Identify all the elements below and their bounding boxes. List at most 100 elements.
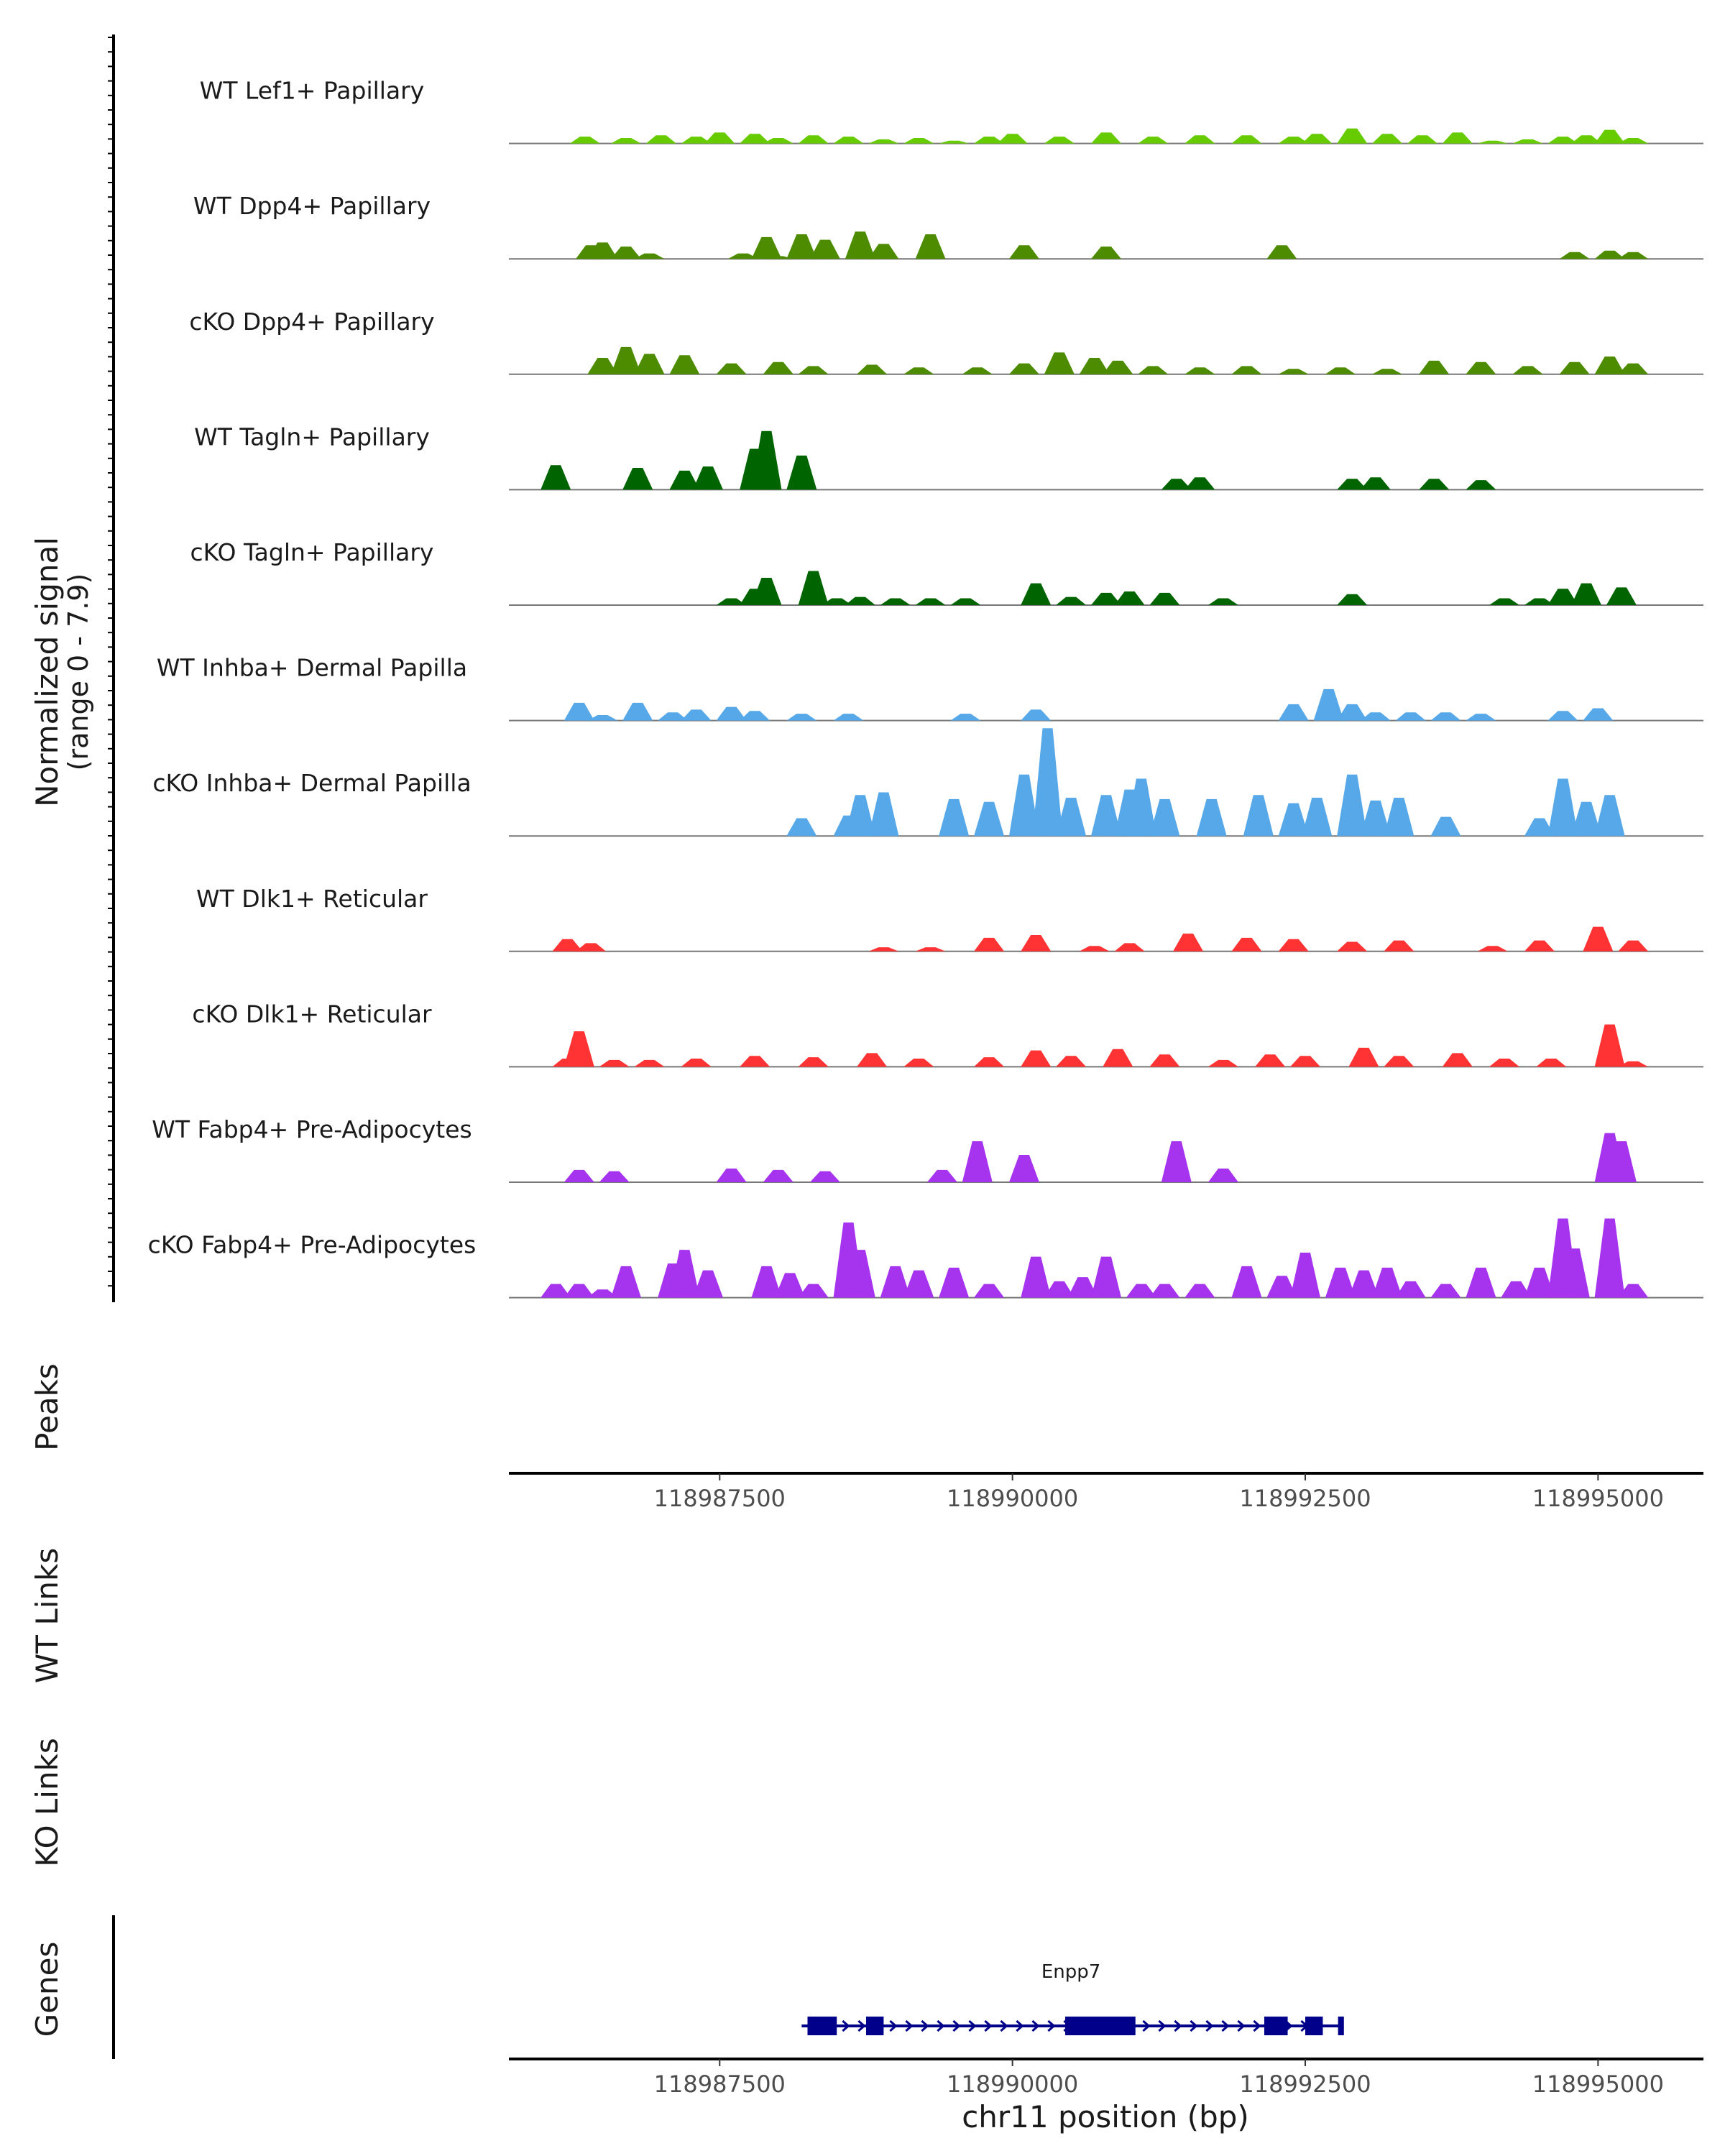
signal-peak <box>1606 1141 1637 1182</box>
signal-peak <box>634 354 665 374</box>
signal-peak <box>974 801 1005 837</box>
signal-peak <box>1290 1252 1320 1298</box>
signal-peak <box>1278 803 1309 837</box>
signal-peak <box>1008 245 1039 259</box>
signal-peak <box>1231 1266 1262 1298</box>
signal-peak <box>845 596 875 605</box>
signal-peak <box>1583 926 1614 952</box>
signal-peak <box>857 364 888 374</box>
signal-tracks: WT Lef1+ Papillary WT Dpp4+ Papillary cKO … <box>148 77 1703 1299</box>
track-8: cKO Dlk1+ Reticular <box>192 1000 1703 1068</box>
signal-peak <box>1571 583 1602 605</box>
signal-peak <box>1407 135 1438 144</box>
track-label: cKO Tagln+ Papillary <box>190 538 434 566</box>
signal-peak <box>798 571 829 605</box>
signal-peak <box>587 715 618 721</box>
signal-peak <box>645 135 676 144</box>
signal-peak <box>1103 1049 1133 1067</box>
y-axis-label: Normalized signal <box>29 537 65 807</box>
signal-peak <box>1278 704 1309 721</box>
gene-model: Enpp7 <box>801 1961 1344 2035</box>
signal-peak <box>1442 1053 1473 1067</box>
signal-peak <box>693 466 723 490</box>
signal-peak <box>1337 941 1368 952</box>
track-label: cKO Dlk1+ Reticular <box>192 1000 432 1028</box>
signal-peak <box>1372 369 1403 374</box>
signal-peak <box>1547 778 1578 837</box>
signal-peak <box>1290 1056 1320 1067</box>
signal-peak <box>974 937 1005 952</box>
signal-peak <box>845 231 875 259</box>
signal-peak <box>1243 795 1274 837</box>
signal-peak <box>1419 479 1450 490</box>
gene-strand-arrow <box>905 2019 914 2032</box>
signal-peak <box>880 1266 911 1298</box>
gene-label: Enpp7 <box>1041 1961 1100 1983</box>
signal-peak <box>1044 352 1075 374</box>
signal-peak <box>610 346 641 374</box>
signal-peak <box>1489 598 1519 605</box>
signal-peak <box>716 706 747 721</box>
signal-peak <box>1044 1281 1075 1298</box>
signal-peak <box>1126 778 1156 837</box>
signal-peak <box>1583 708 1614 721</box>
genes-panel-label: Genes <box>29 1942 65 2037</box>
x-tick-label: 118995000 <box>1532 1485 1664 1512</box>
signal-peak <box>1524 940 1555 952</box>
signal-peak <box>1501 1281 1532 1298</box>
track-7: WT Dlk1+ Reticular <box>196 885 1703 952</box>
track-label: WT Tagln+ Papillary <box>194 423 430 451</box>
gene-strand-arrow <box>937 2019 945 2032</box>
signal-peak <box>1524 818 1555 837</box>
track-2: cKO Dpp4+ Papillary <box>189 308 1703 375</box>
track-label: WT Dlk1+ Reticular <box>196 885 428 913</box>
x-axis-title: chr11 position (bp) <box>962 2099 1249 2134</box>
signal-peak <box>681 1059 712 1067</box>
signal-peak <box>1091 1256 1121 1298</box>
signal-peak <box>997 134 1028 144</box>
signal-peak <box>1208 1169 1238 1182</box>
signal-peak <box>1466 714 1496 721</box>
signal-peak <box>950 714 981 721</box>
signal-peak <box>1021 1050 1052 1067</box>
gene-strand-arrow <box>1000 2019 1008 2032</box>
x-tick-label: 118987500 <box>654 2070 786 2098</box>
signal-peak <box>1044 137 1075 144</box>
signal-peak <box>1384 940 1414 952</box>
signal-peak <box>915 598 946 605</box>
signal-peak <box>681 137 712 144</box>
signal-peak <box>763 256 794 259</box>
signal-peak <box>1395 712 1426 721</box>
signal-peak <box>1571 135 1602 144</box>
signal-peak <box>1138 137 1169 144</box>
signal-peak <box>868 947 899 952</box>
y-axis-title: Normalized signal (range 0 - 7.9) <box>29 537 94 807</box>
gene-strand-arrow <box>1237 2019 1246 2032</box>
signal-peak <box>693 1270 723 1298</box>
signal-peak <box>540 465 571 490</box>
signal-peak <box>704 132 735 144</box>
x-axis-ticks: 118987500 118990000 118992500 118995000 <box>654 2059 1664 2098</box>
signal-peak <box>1173 934 1204 952</box>
signal-peak <box>1325 1267 1356 1298</box>
signal-peak <box>1571 801 1602 837</box>
gene-exon <box>1064 2017 1136 2035</box>
track-label: WT Dpp4+ Papillary <box>193 192 431 220</box>
signal-peak <box>1372 134 1403 144</box>
signal-peak <box>1184 477 1215 490</box>
x-tick-label: 118992500 <box>1239 1485 1371 1512</box>
track-5: WT Inhba+ Dermal Papilla <box>157 654 1703 722</box>
signal-peak <box>1208 598 1238 605</box>
signal-peak <box>599 1059 630 1067</box>
signal-peak <box>1512 366 1543 374</box>
signal-peak <box>1489 1059 1519 1067</box>
signal-peak <box>1606 587 1637 605</box>
signal-peak <box>622 468 653 490</box>
signal-peak <box>786 455 817 490</box>
signal-peak <box>1278 137 1309 144</box>
signal-peak <box>1231 135 1262 144</box>
signal-peak <box>740 134 770 144</box>
signal-peak <box>1231 366 1262 374</box>
signal-peak <box>1594 250 1625 259</box>
